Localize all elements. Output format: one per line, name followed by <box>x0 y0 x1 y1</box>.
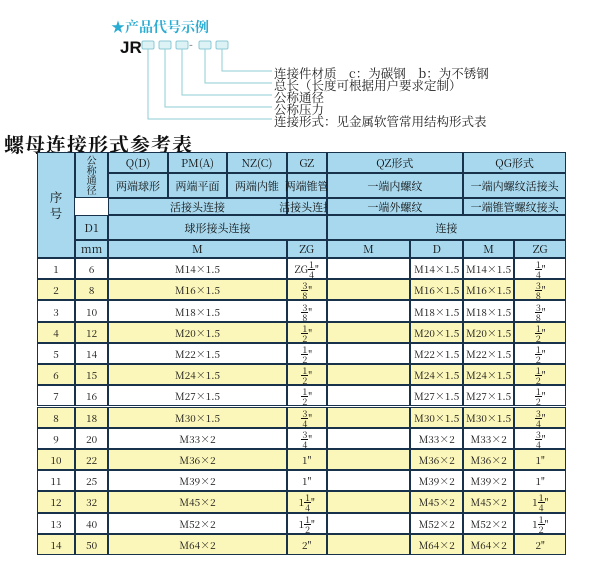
svg-text:-: - <box>189 36 193 52</box>
